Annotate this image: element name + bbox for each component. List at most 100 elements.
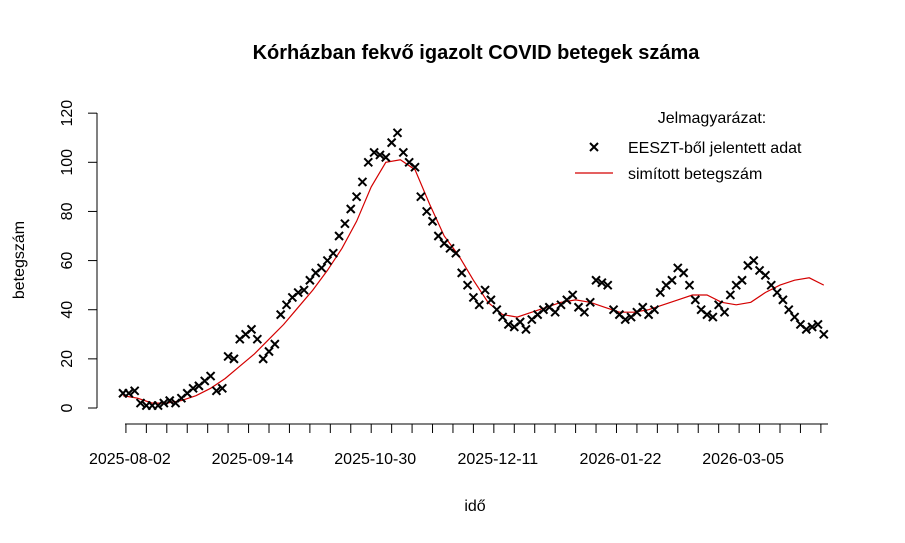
legend-cross-mark (589, 142, 599, 152)
data-point (538, 305, 549, 315)
data-point (165, 395, 175, 406)
data-point (392, 128, 403, 138)
data-point (316, 263, 327, 273)
data-point (550, 307, 560, 317)
data-point (258, 354, 268, 364)
data-point (346, 204, 356, 214)
data-point (603, 280, 613, 290)
data-point (351, 191, 362, 202)
data-point (217, 383, 227, 394)
data-point (398, 147, 409, 158)
data-point (293, 287, 303, 298)
data-point (813, 319, 823, 330)
data-point (638, 302, 648, 312)
y-tick-label: 120 (59, 100, 76, 127)
data-point (381, 152, 391, 163)
data-point (159, 398, 169, 408)
data-point (328, 248, 338, 258)
smoothed-line (122, 159, 825, 404)
y-tick-label: 80 (59, 202, 76, 220)
data-point (357, 177, 368, 187)
x-tick-label: 2025-10-30 (334, 451, 416, 468)
data-point (129, 386, 140, 396)
data-point (708, 312, 718, 322)
data-point (492, 305, 502, 315)
data-point (457, 268, 467, 278)
data-point (334, 231, 344, 241)
data-point (579, 307, 590, 317)
data-point (667, 275, 677, 285)
data-point (486, 295, 496, 305)
x-axis-label: idő (464, 498, 485, 515)
legend-label-points: EESZT-ből jelentett adat (628, 140, 802, 157)
data-point (620, 314, 630, 325)
data-point (597, 277, 607, 288)
data-point (807, 322, 817, 332)
data-point (749, 255, 759, 266)
data-point (766, 280, 776, 290)
y-tick-label: 0 (59, 403, 76, 412)
data-point (305, 275, 315, 285)
plot-area (118, 128, 829, 411)
y-tick-label: 100 (59, 149, 76, 176)
x-tick-label: 2026-03-05 (702, 451, 784, 468)
data-point (363, 157, 373, 168)
x-axis-ticks: 2025-08-02 2025-09-14 2025-10-30 2025-12-11… (89, 424, 822, 468)
data-point (567, 290, 578, 300)
data-point (135, 398, 146, 408)
data-point (474, 300, 484, 310)
data-point (211, 386, 222, 396)
chart-title: Kórházban fekvő igazolt COVID betegek sz… (253, 42, 701, 64)
data-point (451, 248, 461, 258)
data-point (655, 287, 665, 298)
data-point (416, 191, 426, 202)
data-point (270, 339, 280, 349)
data-point (386, 137, 397, 148)
data-point (760, 270, 771, 281)
data-point (784, 305, 794, 315)
legend: Jelmagyarázat: EESZT-ből jelentett adat … (575, 110, 802, 183)
data-point (205, 371, 216, 381)
data-point (153, 400, 163, 411)
data-point (719, 307, 730, 317)
data-point (410, 162, 420, 172)
data-point (649, 305, 660, 315)
data-point (819, 329, 829, 339)
data-point (585, 297, 595, 308)
legend-cross-symbol (589, 142, 599, 152)
data-point (737, 275, 747, 285)
x-tick-label: 2026-01-22 (580, 451, 662, 468)
data-point (375, 150, 385, 160)
data-point (684, 280, 695, 290)
legend-title: Jelmagyarázat: (658, 110, 767, 127)
legend-entry-line: simított betegszám (575, 166, 762, 183)
y-tick-label: 60 (59, 252, 76, 270)
data-point (369, 147, 379, 158)
data-point (713, 300, 724, 310)
data-point (468, 292, 479, 303)
x-tick-label: 2025-08-02 (89, 451, 171, 468)
data-point (462, 280, 473, 290)
data-point (421, 206, 432, 217)
legend-entry-points: EESZT-ből jelentett adat (589, 140, 802, 157)
data-point (801, 324, 811, 335)
y-axis-ticks: 0 20 40 60 80 100 120 (59, 100, 97, 412)
y-tick-label: 40 (59, 301, 76, 319)
data-point (264, 346, 274, 357)
data-point (252, 334, 263, 344)
data-point (124, 388, 134, 398)
data-point (772, 287, 782, 298)
data-point (678, 268, 689, 278)
data-point (702, 309, 712, 320)
data-point (503, 319, 514, 330)
x-tick-label: 2025-09-14 (212, 451, 294, 468)
data-point (690, 295, 701, 305)
data-point (497, 312, 508, 322)
data-point (480, 285, 490, 295)
data-point (725, 290, 736, 300)
data-point (427, 216, 438, 226)
data-point (778, 295, 788, 305)
data-point (299, 285, 309, 295)
y-axis-label: betegszám (11, 221, 28, 299)
